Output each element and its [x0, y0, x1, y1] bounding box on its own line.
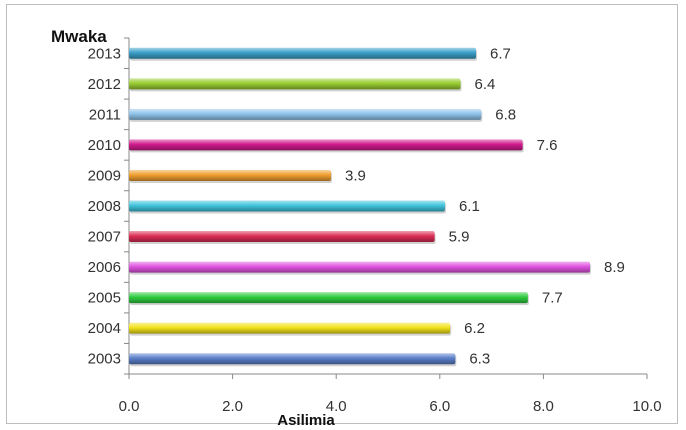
data-label: 6.4 — [475, 76, 496, 93]
y-tick-label: 2010 — [88, 137, 121, 154]
bar-2006 — [129, 261, 591, 273]
data-label: 7.7 — [542, 290, 563, 307]
data-label: 6.7 — [490, 45, 511, 62]
x-tick-label: 8.0 — [533, 398, 554, 415]
data-label: 3.9 — [345, 167, 366, 184]
bar-2003 — [129, 353, 456, 365]
bar-2008 — [129, 200, 445, 212]
data-label: 7.6 — [537, 137, 558, 154]
x-tick-label: 0.0 — [119, 398, 140, 415]
y-tick-label: 2013 — [88, 45, 121, 62]
y-tick-label: 2011 — [89, 106, 121, 123]
x-tick-label: 2.0 — [222, 398, 243, 415]
bar-2007 — [129, 231, 435, 243]
data-label: 6.8 — [495, 106, 516, 123]
bar-2013 — [129, 47, 477, 59]
y-tick-label: 2003 — [88, 351, 121, 368]
y-tick-label: 2004 — [88, 320, 121, 337]
bar-2012 — [129, 78, 461, 90]
bar-2009 — [129, 169, 332, 181]
y-tick-label: 2007 — [88, 229, 121, 246]
bar-2004 — [129, 322, 451, 334]
y-tick-label: 2008 — [88, 198, 121, 215]
data-label: 6.3 — [469, 351, 490, 368]
y-tick-label: 2012 — [88, 76, 121, 93]
data-label: 5.9 — [449, 229, 470, 246]
bar-2011 — [129, 108, 482, 120]
data-label: 6.2 — [464, 320, 485, 337]
bar-2010 — [129, 139, 523, 151]
y-tick-label: 2006 — [88, 259, 121, 276]
y-axis-title: Mwaka — [51, 27, 107, 46]
x-axis-title: Asilimia — [277, 412, 335, 429]
x-tick-label: 4.0 — [326, 398, 347, 415]
bar-2005 — [129, 292, 528, 304]
data-label: 6.1 — [459, 198, 480, 215]
x-tick-label: 6.0 — [429, 398, 450, 415]
x-tick-label: 10.0 — [632, 398, 661, 415]
y-tick-label: 2009 — [88, 167, 121, 184]
data-label: 8.9 — [604, 259, 625, 276]
y-tick-label: 2005 — [88, 290, 121, 307]
